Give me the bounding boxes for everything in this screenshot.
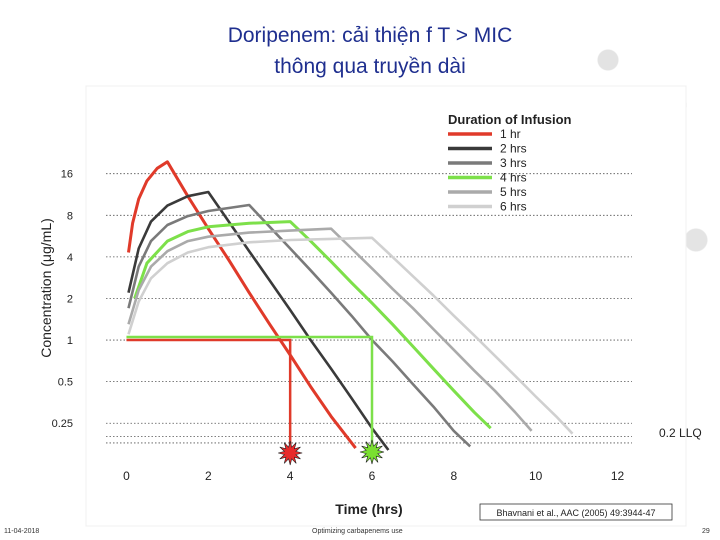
- footer-page-number: 29: [702, 528, 710, 535]
- citation: Bhavnani et al., AAC (2005) 49:3944-47: [496, 508, 655, 518]
- mic-line-red: [126, 338, 292, 450]
- y-axis-label: Concentration (μg/mL): [38, 218, 54, 358]
- grid-lines: [106, 173, 632, 444]
- llq-label: 0.2 LLQ: [659, 426, 702, 440]
- series-line-5-hrs: [127, 227, 533, 432]
- starburst-green-marker: [359, 439, 385, 465]
- y-tick-label: 0.25: [52, 418, 73, 430]
- annotation-layer: [126, 335, 385, 466]
- legend-label: 6 hrs: [500, 200, 527, 214]
- starburst-red-marker: [278, 440, 303, 466]
- citation-box: [479, 503, 673, 521]
- y-tick-label: 16: [61, 169, 73, 181]
- x-tick-label: 10: [529, 469, 543, 483]
- slide-title-line1: Doripenem: cải thiện f T > MIC: [227, 24, 513, 47]
- mic-line-green: [126, 335, 374, 450]
- y-tick-label: 0.5: [58, 377, 73, 389]
- legend-label: 2 hrs: [500, 142, 527, 156]
- footer-center-text: Optimizing carbapenems use: [312, 528, 403, 535]
- series-line-3-hrs: [127, 203, 472, 448]
- x-tick-label: 0: [123, 469, 130, 483]
- x-tick-label: 2: [205, 469, 212, 483]
- y-tick-label: 1: [67, 335, 73, 347]
- x-tick-label: 12: [611, 469, 625, 483]
- chart-panel: 16 8 4 2 1 0.5 0.25 0 2 4 6 8 10 12 Duration of Infus…: [38, 85, 702, 527]
- series-line-6-hrs: [127, 236, 574, 435]
- footer-date: 11-04-2018: [4, 528, 40, 535]
- chart-background: [85, 85, 687, 527]
- y-tick-label: 4: [67, 252, 73, 264]
- x-axis-label: Time (hrs): [335, 501, 402, 517]
- series-line-4-hrs: [133, 220, 492, 430]
- legend-label: 1 hr: [500, 127, 521, 141]
- slide-title-line2: thông qua truyền dài: [274, 55, 466, 78]
- y-tick-label: 2: [67, 293, 73, 305]
- series-line-2-hrs: [127, 190, 390, 451]
- legend-label: 5 hrs: [500, 185, 527, 199]
- legend-label: 3 hrs: [500, 156, 527, 170]
- x-tick-label: 4: [287, 469, 294, 483]
- legend-label: 4 hrs: [500, 171, 527, 185]
- series-line-1-hr: [127, 160, 357, 450]
- legend-title: Duration of Infusion: [448, 112, 572, 127]
- y-tick-label: 8: [67, 210, 73, 222]
- tick-layer: 16 8 4 2 1 0.5 0.25 0 2 4 6 8 10 12: [52, 169, 625, 483]
- x-tick-label: 6: [369, 469, 376, 483]
- series-layer: [127, 160, 574, 451]
- x-tick-label: 8: [451, 469, 458, 483]
